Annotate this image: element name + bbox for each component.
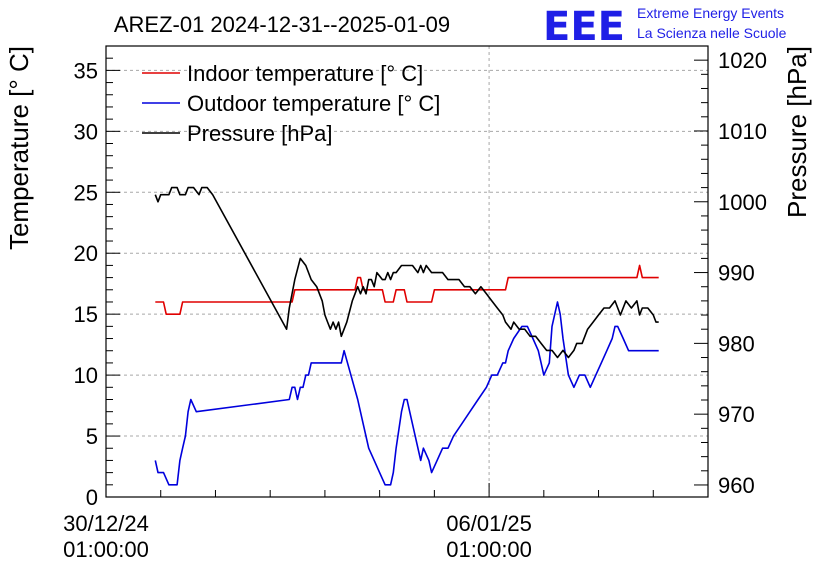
series-line-2 [154, 301, 659, 486]
y2-tick-label: 980 [718, 331, 755, 356]
series-line-3 [154, 186, 659, 359]
x-tick-label-date: 30/12/24 [63, 511, 149, 536]
eee-logo-mark: EEE [543, 4, 625, 50]
grid-lines [106, 46, 708, 497]
y-axis-label: Temperature [° C] [4, 46, 34, 250]
y2-tick-label: 960 [718, 473, 755, 498]
series-line-1 [155, 264, 659, 316]
y-tick-label: 35 [74, 58, 98, 83]
x-tick-label-time: 01:00:00 [63, 537, 149, 562]
y2-tick-label: 1000 [718, 190, 767, 215]
eee-logo: EEE Extreme Energy Events La Scienza nel… [543, 4, 787, 50]
y-tick-label: 25 [74, 180, 98, 205]
legend-label-2: Outdoor temperature [° C] [187, 91, 440, 116]
y-tick-label: 0 [86, 485, 98, 510]
series-lines [154, 186, 659, 486]
y-tick-label: 15 [74, 302, 98, 327]
y-tick-label: 5 [86, 424, 98, 449]
y-tick-label: 10 [74, 363, 98, 388]
y-tick-label: 30 [74, 119, 98, 144]
y2-axis-label: Pressure [hPa] [782, 46, 812, 218]
legend-label-3: Pressure [hPa] [187, 121, 333, 146]
y2-tick-label: 1010 [718, 119, 767, 144]
plot-frame [105, 45, 709, 498]
eee-logo-line2: La Scienza nelle Scuole [637, 25, 787, 41]
y-tick-label: 20 [74, 241, 98, 266]
chart-title: AREZ-01 2024-12-31--2025-01-09 [114, 12, 450, 37]
y2-tick-label: 990 [718, 261, 755, 286]
x-tick-label-date: 06/01/25 [446, 511, 532, 536]
eee-logo-line1: Extreme Energy Events [637, 5, 784, 21]
y2-tick-label: 1020 [718, 48, 767, 73]
y2-tick-label: 970 [718, 402, 755, 427]
legend: Indoor temperature [° C] Outdoor temperat… [142, 61, 440, 146]
axes: 0 5 10 15 20 25 30 35 960 970 980 990 1000 1010 1020 30… [63, 45, 767, 562]
x-tick-label-time: 01:00:00 [446, 537, 532, 562]
legend-label-1: Indoor temperature [° C] [187, 61, 423, 86]
